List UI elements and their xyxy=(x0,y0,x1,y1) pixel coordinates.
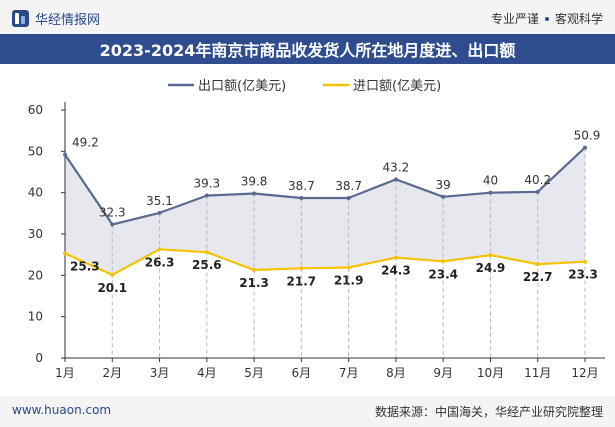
legend-export-label: 出口额(亿美元) xyxy=(198,79,286,94)
x-tick-label: 2月 xyxy=(102,366,122,380)
export-data-label: 39 xyxy=(436,178,451,192)
x-tick-label: 6月 xyxy=(292,366,312,380)
import-point xyxy=(63,251,67,256)
bullet-dot-icon xyxy=(544,16,549,21)
slogan: 专业严谨 客观科学 xyxy=(491,10,603,27)
export-point xyxy=(63,152,67,157)
export-data-label: 32.3 xyxy=(99,205,126,219)
huajing-logo-icon xyxy=(12,9,29,27)
y-tick-label: 20 xyxy=(28,268,43,282)
import-point xyxy=(535,262,540,267)
import-data-label: 25.6 xyxy=(192,258,222,272)
y-tick-label: 60 xyxy=(28,103,43,117)
x-tick-label: 9月 xyxy=(433,366,453,380)
export-point xyxy=(535,189,540,194)
import-point xyxy=(157,247,162,252)
import-point xyxy=(299,266,304,271)
import-data-label: 23.3 xyxy=(568,268,598,282)
x-tick-label: 10月 xyxy=(477,366,504,380)
import-data-label: 24.9 xyxy=(476,261,506,275)
export-point xyxy=(157,210,162,215)
import-point xyxy=(488,253,493,258)
y-tick-label: 40 xyxy=(28,186,43,200)
import-data-label: 21.3 xyxy=(239,276,269,290)
x-tick-label: 8月 xyxy=(386,366,406,380)
export-data-label: 40.2 xyxy=(524,173,551,187)
import-data-label: 21.9 xyxy=(334,273,364,287)
import-point xyxy=(252,267,257,272)
export-point xyxy=(299,196,304,201)
x-tick-label: 11月 xyxy=(524,366,551,380)
export-data-label: 50.9 xyxy=(574,129,601,143)
import-point xyxy=(393,255,398,260)
export-data-label: 39.3 xyxy=(193,177,220,191)
x-tick-label: 4月 xyxy=(197,366,217,380)
x-tick-label: 3月 xyxy=(150,366,170,380)
import-data-label: 21.7 xyxy=(287,274,317,288)
brand[interactable]: 华经情报网 xyxy=(12,9,101,28)
import-data-label: 26.3 xyxy=(145,255,175,269)
data-source: 数据来源：中国海关，华经产业研究院整理 xyxy=(374,405,603,419)
footer: www.huaon.com 数据来源：中国海关，华经产业研究院整理 xyxy=(0,396,615,427)
import-series-line xyxy=(64,248,586,276)
export-series-line xyxy=(64,146,586,226)
import-data-label: 23.4 xyxy=(428,267,458,281)
import-data-label: 25.3 xyxy=(70,259,100,273)
x-tick-label: 5月 xyxy=(244,366,264,380)
import-data-label: 20.1 xyxy=(97,281,127,295)
x-tick-label: 1月 xyxy=(55,366,75,380)
export-point xyxy=(583,145,587,150)
x-tick-label: 7月 xyxy=(339,366,359,380)
export-data-label: 38.7 xyxy=(288,179,315,193)
export-point xyxy=(204,193,209,198)
import-point xyxy=(583,259,587,264)
import-data-label: 24.3 xyxy=(381,264,411,278)
slogan-left: 专业严谨 xyxy=(490,12,539,26)
export-point xyxy=(393,177,398,182)
import-point xyxy=(346,265,351,270)
brand-name: 华经情报网 xyxy=(35,12,101,28)
top-bar: 华经情报网 专业严谨 客观科学 xyxy=(0,0,615,34)
export-data-label: 43.2 xyxy=(383,160,410,174)
export-data-label: 38.7 xyxy=(335,179,362,193)
legend-import-label: 进口额(亿美元) xyxy=(353,79,441,94)
title-bar: 2023-2024年南京市商品收发货人所在地月度进、出口额 xyxy=(0,34,615,64)
export-point xyxy=(488,190,493,195)
x-tick-label: 12月 xyxy=(571,366,598,380)
y-tick-label: 10 xyxy=(28,310,43,324)
export-point xyxy=(346,196,351,201)
import-point xyxy=(441,259,446,264)
slogan-right: 客观科学 xyxy=(554,12,603,26)
export-data-label: 40 xyxy=(483,174,498,188)
import-point xyxy=(204,250,209,255)
y-tick-label: 0 xyxy=(35,351,43,365)
line-chart: 出口额(亿美元) 进口额(亿美元) 0 10 20 30 40 50 60 1月 2月 3月 4月 5月 6… xyxy=(28,79,605,380)
import-data-label: 22.7 xyxy=(523,270,553,284)
export-data-label: 35.1 xyxy=(146,194,173,208)
import-point xyxy=(110,272,115,277)
y-tick-label: 30 xyxy=(28,227,43,241)
series-gap-band xyxy=(65,147,585,275)
chart-title: 2023-2024年南京市商品收发货人所在地月度进、出口额 xyxy=(99,41,516,60)
export-data-label: 49.2 xyxy=(72,136,99,150)
export-data-label: 39.8 xyxy=(241,174,268,188)
export-point xyxy=(441,194,446,199)
y-tick-label: 50 xyxy=(28,144,43,158)
export-point xyxy=(252,191,257,196)
export-point xyxy=(110,222,115,227)
site-link[interactable]: www.huaon.com xyxy=(12,403,112,417)
